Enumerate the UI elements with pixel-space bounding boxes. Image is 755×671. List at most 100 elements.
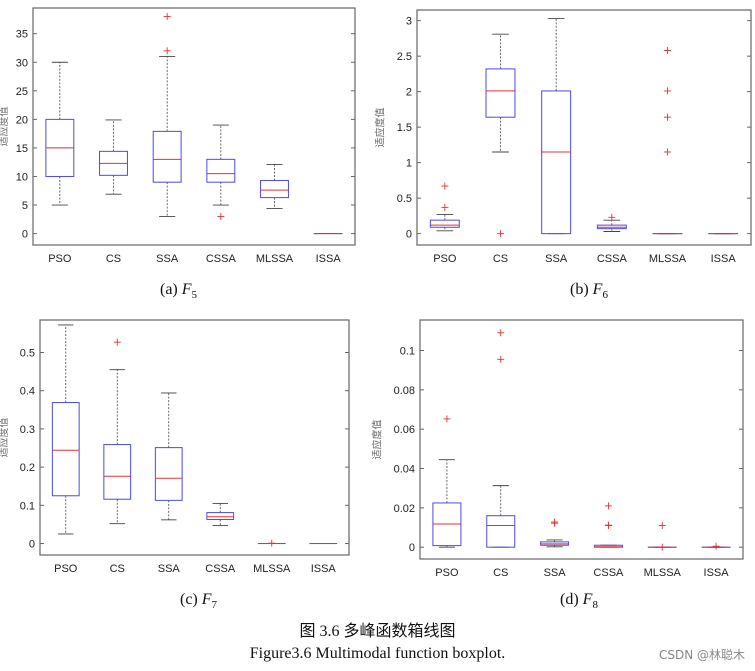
box-ssa <box>540 518 570 548</box>
outlier-marker <box>268 539 276 547</box>
box-ssa <box>154 392 183 521</box>
y-tick-label: 20 <box>16 114 28 126</box>
y-tick-label: 0.5 <box>397 193 412 205</box>
y-tick-label: 1.5 <box>397 122 412 134</box>
iqr-box <box>152 130 182 183</box>
iqr-box <box>541 90 572 235</box>
x-tick-label: SSA <box>544 567 567 579</box>
x-tick-label: PSO <box>433 253 457 265</box>
box-cssa <box>596 213 627 232</box>
iqr-box <box>206 512 235 520</box>
box-cs <box>486 329 516 548</box>
y-tick-label: 2 <box>406 87 412 99</box>
caption-b: (b) F6 <box>570 281 608 301</box>
outlier-marker <box>664 87 671 95</box>
y-tick-label: 15 <box>16 143 28 155</box>
x-tick-label: CS <box>493 253 508 265</box>
y-tick-label: 3 <box>406 16 412 28</box>
x-tick-label: CSSA <box>593 567 624 579</box>
box-pso <box>429 182 460 232</box>
outlier-marker <box>658 522 666 530</box>
iqr-box <box>485 68 516 118</box>
caption-label: (d) <box>560 591 583 608</box>
caption-a: (a) F5 <box>160 281 197 301</box>
plot-frame <box>32 7 356 246</box>
x-tick-label: CSSA <box>597 253 628 265</box>
caption-func: F <box>201 591 212 608</box>
box-cs <box>99 119 128 195</box>
x-tick-label: ISSA <box>311 563 337 575</box>
box-ssa <box>541 18 572 235</box>
outlier-marker <box>163 13 171 21</box>
y-tick-label: 0.1 <box>400 345 415 357</box>
caption-d: (d) F8 <box>560 591 598 611</box>
iqr-box <box>429 219 460 228</box>
outlier-marker <box>441 182 449 190</box>
box-pso <box>432 415 462 548</box>
caption-label: (c) <box>180 591 202 608</box>
y-tick-label: 5 <box>22 200 28 212</box>
x-tick-label: ISSA <box>704 567 730 579</box>
caption-sub: 7 <box>211 599 218 612</box>
outlier-marker <box>551 518 559 526</box>
box-mlssa <box>257 539 286 547</box>
caption-c: (c) F7 <box>180 591 217 611</box>
outlier-marker <box>497 329 505 337</box>
outlier-marker <box>441 203 449 211</box>
y-tick-label: 0 <box>22 229 28 241</box>
box-cs <box>485 33 516 238</box>
y-tick-label: 1 <box>406 158 412 170</box>
y-axis-label: 适应度值 <box>0 418 10 458</box>
y-tick-label: 0 <box>409 542 415 554</box>
x-tick-label: PSO <box>54 563 78 575</box>
outlier-marker <box>113 338 121 346</box>
x-tick-label: ISSA <box>316 253 342 265</box>
caption-func: F <box>592 281 603 298</box>
y-tick-label: 0.02 <box>394 503 415 515</box>
x-tick-label: MLSSA <box>649 253 687 265</box>
caption-func: F <box>582 591 593 608</box>
y-tick-label: 30 <box>16 57 28 69</box>
x-tick-label: SSA <box>545 253 568 265</box>
outlier-marker <box>664 113 671 121</box>
outlier-marker <box>712 542 720 550</box>
iqr-box <box>103 444 132 500</box>
box-cs <box>103 338 132 525</box>
outlier-marker <box>664 46 671 54</box>
y-tick-label: 2.5 <box>397 51 412 63</box>
boxplot-panel-3: 0 0.02 0.04 0.06 0.08 0.1 PSO CS SSA CSSA MLSSA ISS… <box>371 319 744 579</box>
x-tick-label: CS <box>110 563 125 575</box>
y-tick-label: 0.5 <box>20 347 35 359</box>
y-tick-label: 10 <box>16 171 28 183</box>
box-pso <box>51 324 80 535</box>
watermark: CSDN @林聪木 <box>658 648 745 662</box>
y-axis-label: 适应度值 <box>0 107 10 147</box>
outlier-marker <box>497 355 505 363</box>
outlier-marker <box>604 521 612 529</box>
plot-frame <box>416 9 752 246</box>
iqr-box <box>51 402 80 497</box>
box-issa <box>701 542 731 550</box>
boxplot-panel-0: 0 5 10 15 20 25 30 35 PSO CS SSA CSSA MLSSA ISSA 适应度值 <box>0 7 356 265</box>
y-tick-label: 0.06 <box>394 424 415 436</box>
outlier-marker <box>664 148 671 156</box>
box-mlssa <box>647 522 677 551</box>
outlier-marker <box>608 213 616 221</box>
y-axis-label: 适应度值 <box>371 420 384 460</box>
outlier-marker <box>604 502 612 510</box>
plot-frame <box>419 319 744 560</box>
box-ssa <box>152 13 182 217</box>
y-tick-label: 0 <box>406 229 412 241</box>
x-tick-label: SSA <box>158 563 181 575</box>
box-cssa <box>206 502 235 527</box>
caption-label: (b) <box>570 281 593 298</box>
x-tick-label: CSSA <box>205 563 236 575</box>
figure-caption-en: Figure3.6 Multimodal function boxplot. <box>249 645 506 662</box>
y-tick-label: 0.4 <box>20 386 35 398</box>
y-tick-label: 0.08 <box>394 385 415 397</box>
caption-sub: 5 <box>191 289 198 302</box>
y-tick-label: 0.3 <box>20 424 35 436</box>
x-tick-label: ISSA <box>711 253 737 265</box>
x-tick-label: PSO <box>435 567 459 579</box>
outlier-marker <box>217 212 225 220</box>
